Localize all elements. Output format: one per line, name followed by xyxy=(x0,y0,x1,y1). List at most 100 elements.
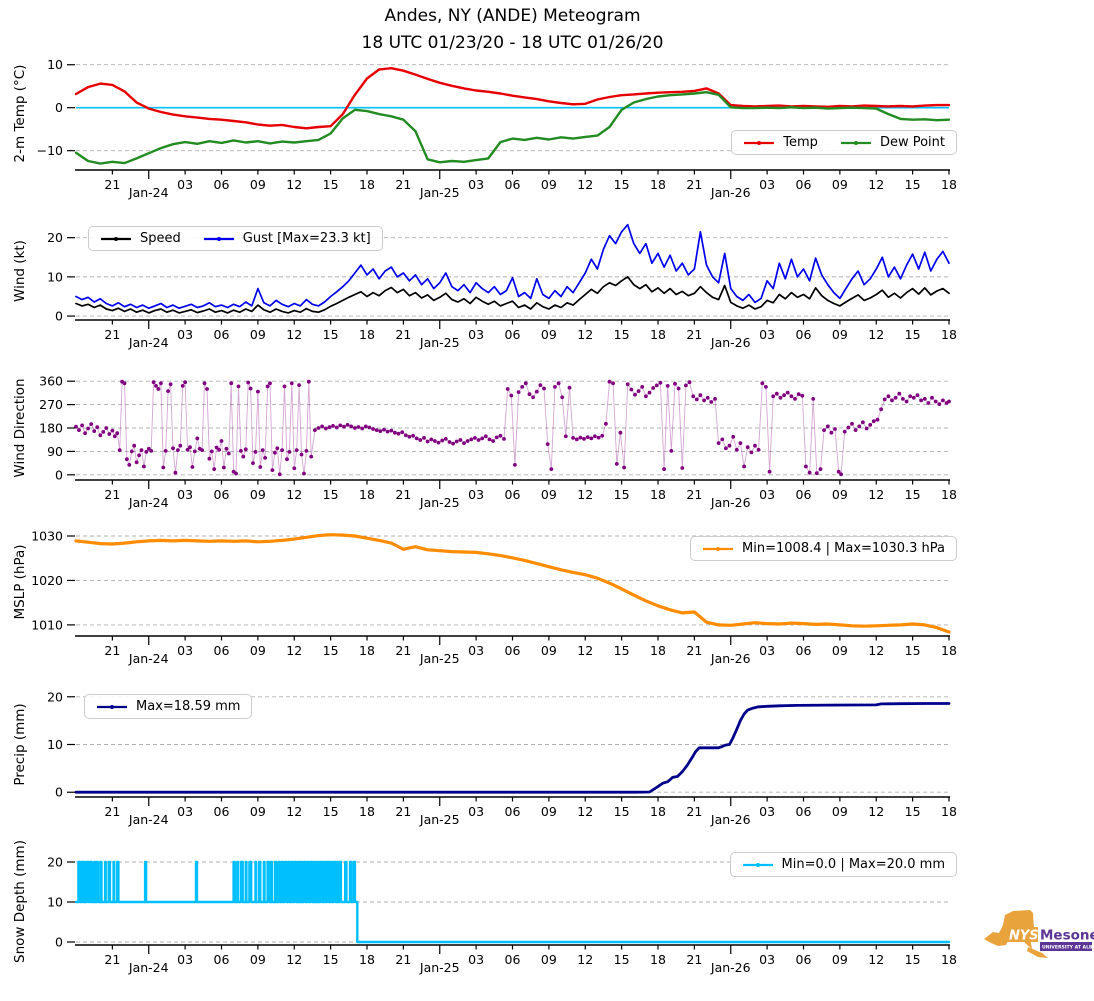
wind-direction-point xyxy=(665,384,670,388)
wind-direction-point xyxy=(219,439,224,443)
x-tick-hour-label: 12 xyxy=(577,643,593,658)
x-tick-hour-label: 03 xyxy=(468,327,484,342)
wind-direction-point xyxy=(385,429,390,434)
x-tick-hour-label: 03 xyxy=(177,327,193,342)
x-tick-hour-label: 18 xyxy=(359,177,375,192)
x-tick-hour-label: 12 xyxy=(868,327,884,342)
wind-direction-point xyxy=(538,383,543,387)
legend-line-sample xyxy=(101,236,131,241)
wind-direction-point xyxy=(112,434,117,439)
wind-direction-point xyxy=(367,425,372,430)
wind-direction-point xyxy=(407,434,412,439)
y-tick-label: 0 xyxy=(55,785,63,800)
wind-direction-point xyxy=(122,381,127,386)
wind-direction-point xyxy=(922,397,927,401)
x-tick-date-label: Jan-24 xyxy=(128,960,169,975)
wind-direction-point xyxy=(320,424,324,429)
wind-direction-point xyxy=(77,428,81,432)
wind-direction-point xyxy=(829,430,834,435)
wind-direction-point xyxy=(654,383,659,388)
x-tick-date-label: Jan-24 xyxy=(128,335,169,350)
x-tick-date-label: Jan-24 xyxy=(128,651,169,666)
x-tick-hour-label: 09 xyxy=(541,487,557,502)
wind-direction-point xyxy=(451,441,455,446)
wind-direction-point xyxy=(371,427,375,431)
x-tick-hour-label: 21 xyxy=(104,177,120,192)
wind-direction-point xyxy=(425,439,430,444)
x-tick-hour-label: 12 xyxy=(868,643,884,658)
wind-direction-point xyxy=(567,385,572,390)
x-tick-hour-label: 12 xyxy=(286,487,302,502)
x-tick-hour-label: 06 xyxy=(214,487,230,502)
wind-direction-point xyxy=(154,384,158,388)
legend-entry: Max=18.59 mm xyxy=(96,699,240,714)
wind-direction-point xyxy=(698,393,703,398)
snow-depth-line xyxy=(74,860,951,944)
wind-direction-point xyxy=(919,398,923,403)
wind-direction-point xyxy=(251,461,255,465)
x-tick-date-label: Jan-26 xyxy=(710,960,751,975)
wind-direction-point xyxy=(234,471,238,476)
wind-direction-point xyxy=(926,401,931,405)
wind-direction-point xyxy=(331,424,335,428)
wind-direction-point xyxy=(80,423,84,428)
wind-direction-point xyxy=(180,384,185,388)
x-tick-date-label: Jan-26 xyxy=(710,812,751,827)
wind-direction-point xyxy=(433,439,437,443)
wind-direction-point xyxy=(411,433,415,438)
legend-entry: Min=1008.4 | Max=1030.3 hPa xyxy=(702,541,945,556)
wind-direction-point xyxy=(760,381,765,386)
wind-direction-point xyxy=(285,457,289,462)
wind-direction-point xyxy=(98,433,103,438)
x-tick-date-label: Jan-26 xyxy=(710,495,751,510)
wind-direction-point xyxy=(734,447,739,452)
x-tick-hour-label: 21 xyxy=(686,952,702,967)
wind-direction-point xyxy=(185,447,190,452)
x-tick-hour-label: 15 xyxy=(323,327,339,342)
wind-direction-point xyxy=(236,384,241,389)
x-tick-hour-label: 09 xyxy=(832,487,848,502)
x-tick-hour-label: 06 xyxy=(796,804,812,819)
wind-direction-point xyxy=(796,392,801,397)
x-tick-hour-label: 06 xyxy=(214,952,230,967)
wind-direction-point xyxy=(265,384,270,389)
wind-direction-point xyxy=(243,447,248,452)
wind-direction-point xyxy=(853,428,858,432)
y-tick-label: 10 xyxy=(47,269,63,284)
wind-direction-point xyxy=(800,393,805,398)
x-tick-hour-label: 03 xyxy=(468,952,484,967)
x-tick-hour-label: 21 xyxy=(104,804,120,819)
y-tick-label: 10 xyxy=(47,737,63,752)
legend-entry: Dew Point xyxy=(840,135,945,150)
y-tick-label: 0 xyxy=(55,100,63,115)
x-tick-hour-label: 18 xyxy=(359,643,375,658)
wind-direction-point xyxy=(680,466,685,470)
wind-direction-point xyxy=(151,380,156,385)
wind-direction-point xyxy=(487,437,492,442)
x-tick-hour-label: 09 xyxy=(250,804,266,819)
nys-mesonet-logo: NYS Mesonet UNIVERSITY AT ALBANY xyxy=(984,910,1094,958)
wind-direction-point xyxy=(804,464,808,469)
wind-direction-point xyxy=(868,423,873,427)
wind-direction-point xyxy=(168,382,173,387)
wind-direction-point xyxy=(911,395,916,400)
legend-line-sample xyxy=(203,236,234,241)
wind-direction-point xyxy=(814,471,819,476)
x-tick-hour-label: 15 xyxy=(905,327,921,342)
x-tick-hour-label: 09 xyxy=(832,643,848,658)
wind-direction-point xyxy=(636,389,641,393)
wind-direction-point xyxy=(513,463,517,467)
wind-direction-point xyxy=(764,385,768,389)
x-tick-hour-label: 12 xyxy=(577,487,593,502)
x-tick-hour-label: 18 xyxy=(359,804,375,819)
wind-direction-point xyxy=(414,436,419,441)
x-tick-hour-label: 03 xyxy=(468,177,484,192)
wind-direction-point xyxy=(253,450,258,454)
logo-subtitle-box xyxy=(1040,942,1092,951)
x-tick-hour-label: 15 xyxy=(614,177,630,192)
x-tick-hour-label: 12 xyxy=(868,487,884,502)
wind-direction-point xyxy=(323,426,328,431)
wind-direction-point xyxy=(294,448,299,452)
x-tick-hour-label: 18 xyxy=(650,804,666,819)
x-tick-hour-label: 21 xyxy=(686,804,702,819)
